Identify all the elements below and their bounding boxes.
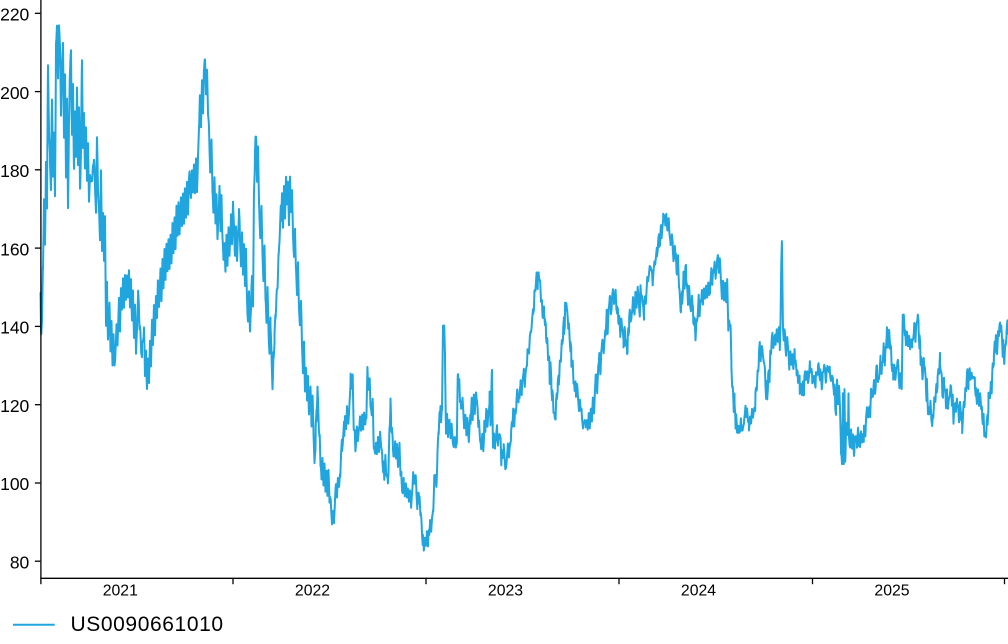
svg-text:220: 220 <box>0 5 29 25</box>
svg-text:100: 100 <box>0 474 29 494</box>
svg-text:180: 180 <box>0 161 29 181</box>
svg-text:2024: 2024 <box>681 583 716 600</box>
svg-text:2025: 2025 <box>874 583 909 600</box>
svg-text:2023: 2023 <box>488 583 523 600</box>
svg-text:US0090661010: US0090661010 <box>71 613 224 636</box>
svg-text:140: 140 <box>0 318 29 338</box>
svg-text:2022: 2022 <box>295 583 330 600</box>
svg-text:160: 160 <box>0 239 29 259</box>
svg-text:2021: 2021 <box>103 583 138 600</box>
svg-text:120: 120 <box>0 396 29 416</box>
svg-text:200: 200 <box>0 83 29 103</box>
svg-text:80: 80 <box>10 552 30 572</box>
